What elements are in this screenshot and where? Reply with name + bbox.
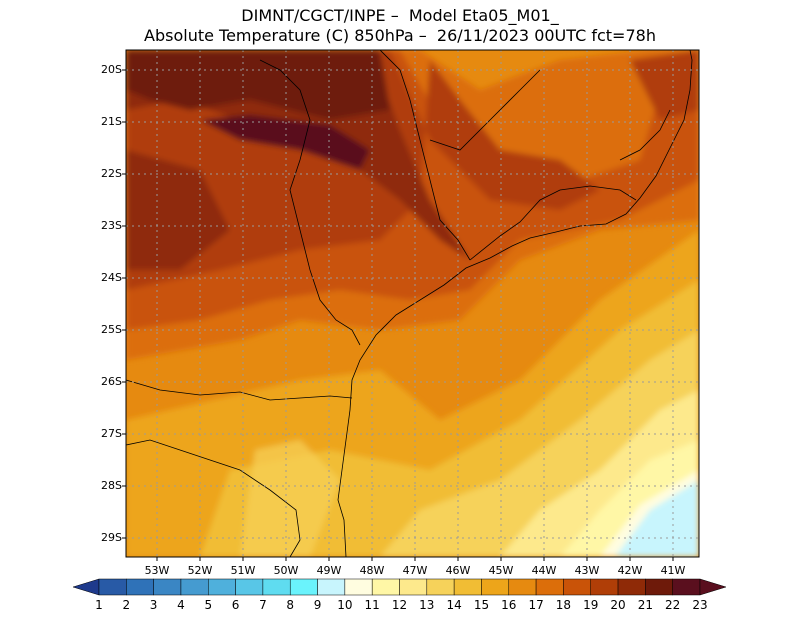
colorbar-swatch (317, 578, 346, 596)
colorbar-swatch (262, 578, 291, 596)
lon-label: 41W (660, 564, 686, 577)
colorbar-swatch (481, 578, 510, 596)
colorbar-swatch (672, 578, 701, 596)
lat-label: 29S (101, 531, 122, 544)
colorbar-label: 18 (555, 598, 572, 612)
lat-label: 22S (101, 167, 122, 180)
colorbar-swatch (453, 578, 482, 596)
lon-label: 53W (144, 564, 170, 577)
title-line-2: Absolute Temperature (C) 850hPa – 26/11/… (144, 26, 656, 45)
colorbar-label: 2 (122, 598, 131, 612)
lat-label: 24S (101, 271, 122, 284)
colorbar-label: 23 (692, 598, 708, 612)
colorbar-swatch (426, 578, 455, 596)
colorbar-swatch (399, 578, 428, 596)
colorbar-label: 11 (364, 598, 380, 612)
lon-label: 52W (187, 564, 213, 577)
colorbar-swatch (235, 578, 264, 596)
lon-label: 45W (488, 564, 514, 577)
colorbar-arrow-right (699, 578, 727, 596)
colorbar-swatch (153, 578, 182, 596)
lon-label: 49W (316, 564, 342, 577)
lat-label: 26S (101, 375, 122, 388)
axis-ticks (122, 69, 674, 561)
colorbar-swatch (98, 578, 127, 596)
colorbar-swatch (535, 578, 564, 596)
zone-21b (630, 50, 699, 120)
colorbar-label: 20 (610, 598, 626, 612)
title-line-1: DIMNT/CGCT/INPE – Model Eta05_M01_ (241, 6, 559, 25)
lat-label: 27S (101, 427, 122, 440)
colorbar-swatch (508, 578, 537, 596)
colorbar-label: 16 (501, 598, 517, 612)
colorbar-label: 14 (446, 598, 462, 612)
colorbar-label: 17 (528, 598, 544, 612)
colorbar-label: 22 (665, 598, 681, 612)
colorbar-label: 19 (583, 598, 599, 612)
colorbar-label: 15 (473, 598, 490, 612)
lat-label: 21S (101, 115, 122, 128)
lat-lon-grid (126, 50, 699, 557)
colorbar-swatch (645, 578, 673, 596)
lon-label: 50W (273, 564, 299, 577)
colorbar-swatch (371, 578, 400, 596)
lat-label: 25S (101, 323, 122, 336)
colorbar-label: 5 (204, 598, 213, 612)
lat-label: 28S (101, 479, 122, 492)
colorbar-label: 21 (637, 598, 653, 612)
colorbar-label: 1 (95, 598, 103, 612)
colorbar (72, 578, 727, 596)
colorbar-arrow-left (72, 578, 100, 596)
zone-23 (126, 50, 390, 120)
colorbar-label: 8 (286, 598, 295, 612)
lat-label: 20S (101, 63, 122, 76)
zone-16b (240, 440, 340, 557)
coastline-borders (126, 50, 693, 557)
lon-label: 42W (617, 564, 643, 577)
lon-label: 47W (402, 564, 428, 577)
lat-label: 23S (101, 219, 122, 232)
map-frame (125, 49, 700, 558)
colorbar-swatch (126, 578, 154, 596)
colorbar-swatch (617, 578, 646, 596)
colorbar-swatch (180, 578, 209, 596)
colorbar-label: 4 (177, 598, 185, 612)
lon-label: 51W (230, 564, 256, 577)
colorbar-label: 3 (149, 598, 158, 612)
colorbar-swatch (563, 578, 591, 596)
colorbar-label: 9 (313, 598, 322, 612)
lon-label: 46W (445, 564, 471, 577)
lon-label: 44W (531, 564, 557, 577)
lon-label: 43W (574, 564, 600, 577)
colorbar-label: 12 (391, 598, 408, 612)
lon-label: 48W (359, 564, 385, 577)
colorbar-swatch (289, 578, 318, 596)
colorbar-label: 13 (419, 598, 435, 612)
colorbar-swatch (344, 578, 373, 596)
colorbar-label: 6 (231, 598, 240, 612)
zone-22b (126, 150, 230, 270)
colorbar-swatch (208, 578, 236, 596)
colorbar-swatch (590, 578, 619, 596)
colorbar-label: 10 (337, 598, 353, 612)
colorbar-label: 7 (259, 598, 267, 612)
